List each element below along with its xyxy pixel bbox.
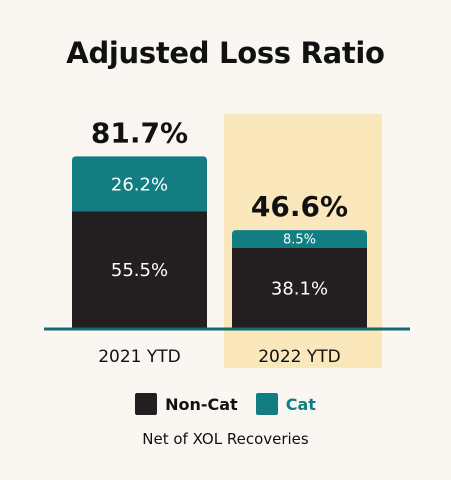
data-label-2021-ytd-non-cat: 55.5% — [111, 260, 168, 281]
bar-2021-ytd-cat — [72, 156, 207, 212]
x-tick-label-2022-ytd: 2022 YTD — [258, 347, 341, 367]
data-label-2022-ytd-cat: 8.5% — [283, 233, 316, 248]
legend: Non-Cat Cat — [0, 393, 451, 415]
total-label-2021-ytd: 81.7% — [91, 116, 188, 149]
x-tick-label-2021-ytd: 2021 YTD — [98, 347, 181, 367]
data-label-2021-ytd-cat: 26.2% — [111, 174, 168, 195]
data-label-2022-ytd-non-cat: 38.1% — [271, 278, 328, 299]
stacked-bar-chart: 55.5% 26.2% 81.7% 2021 YTD 38.1% 8.5% 46.6% 202… — [44, 114, 410, 368]
legend-label-cat: Cat — [285, 394, 316, 414]
chart-title: Adjusted Loss Ratio — [66, 36, 385, 70]
bar-2022-ytd-cat — [232, 230, 367, 248]
bar-2021-ytd-non-cat — [72, 211, 207, 328]
legend-label-non-cat: Non-Cat — [165, 394, 238, 414]
legend-swatch-cat — [255, 393, 278, 415]
total-label-2022-ytd: 46.6% — [251, 190, 348, 223]
bar-2022-ytd-non-cat — [232, 247, 367, 328]
chart-footnote: Net of XOL Recoveries — [142, 430, 309, 448]
legend-item-non-cat: Non-Cat — [135, 393, 238, 415]
legend-swatch-non-cat — [135, 393, 158, 415]
legend-item-cat: Cat — [255, 393, 316, 415]
